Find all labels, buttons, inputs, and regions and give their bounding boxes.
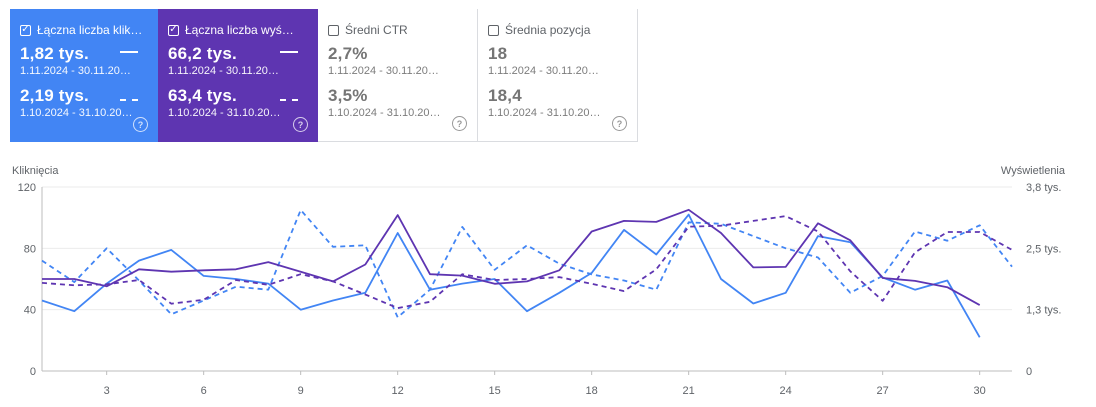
card-header: Średni CTR [328,23,477,37]
left-tick-label: 80 [24,243,36,255]
card-header: Średnia pozycja [488,23,637,37]
card-title: Średni CTR [345,23,408,37]
previous-value: 2,19 tys. [20,86,89,105]
x-tick-label: 6 [201,385,207,397]
help-icon[interactable]: ? [293,117,308,132]
clicks-current-period-line [41,213,981,338]
previous-value: 63,4 tys. [168,86,237,105]
x-tick-label: 9 [298,385,304,397]
help-icon[interactable]: ? [612,116,627,131]
dashed-line-legend-icon [280,99,298,101]
dashed-line-legend-icon [120,99,138,101]
current-range: 1.11.2024 - 30.11.20… [328,65,439,77]
metric-cards: ✓ Łączna liczba klik… 1,82 tys. 1.11.202… [10,9,638,142]
left-tick-label: 40 [24,305,36,317]
chart-ticks: 0 0 40 1,3 tys. 80 2,5 tys. 120 3,8 tys. 3 6 9 12 15… [18,182,1062,397]
clicks-previous-period-line [41,209,1013,319]
right-axis-title: Wyświetlenia [1001,165,1066,177]
solid-line-legend-icon [280,51,298,53]
previous-value: 3,5% [328,86,368,105]
current-value: 2,7% [328,44,368,63]
x-tick-label: 27 [877,385,889,397]
right-tick-label: 1,3 tys. [1026,305,1061,317]
card-title: Łączna liczba klik… [37,23,143,37]
x-tick-label: 15 [489,385,501,397]
previous-range: 1.10.2024 - 31.10.20… [20,107,133,119]
x-tick-label: 21 [683,385,695,397]
x-tick-label: 24 [780,385,792,397]
right-tick-label: 3,8 tys. [1026,182,1061,194]
left-tick-label: 0 [30,366,36,378]
metric-card-ctr[interactable]: Średni CTR 2,7% 1.11.2024 - 30.11.20… 3,… [318,9,478,142]
current-range: 1.11.2024 - 30.11.20… [488,65,599,77]
current-value: 18 [488,44,508,63]
x-tick-label: 18 [586,385,598,397]
left-tick-label: 120 [18,182,36,194]
chart-lines [41,208,1013,338]
metric-card-clicks[interactable]: ✓ Łączna liczba klik… 1,82 tys. 1.11.202… [10,9,158,142]
help-icon[interactable]: ? [452,116,467,131]
impressions-previous-period-line [41,215,1013,310]
x-tick-label: 30 [974,385,986,397]
current-value: 66,2 tys. [168,44,237,63]
card-title: Średnia pozycja [505,23,591,37]
card-title: Łączna liczba wyś… [185,23,294,37]
help-icon[interactable]: ? [133,117,148,132]
current-range: 1.11.2024 - 30.11.20… [20,65,131,77]
previous-range: 1.10.2024 - 31.10.20… [168,107,281,119]
right-tick-label: 2,5 tys. [1026,243,1061,255]
metric-card-position[interactable]: Średnia pozycja 18 1.11.2024 - 30.11.20…… [478,9,638,142]
x-tick-label: 3 [104,385,110,397]
previous-range: 1.10.2024 - 31.10.20… [488,107,601,119]
metric-card-impressions[interactable]: ✓ Łączna liczba wyś… 66,2 tys. 1.11.2024… [158,9,318,142]
impressions-current-period-line [42,208,981,306]
checkbox-checked-icon[interactable]: ✓ [20,24,31,36]
left-axis-title: Kliknięcia [12,165,59,177]
current-value: 1,82 tys. [20,44,89,63]
checkbox-checked-icon[interactable]: ✓ [168,24,179,36]
solid-line-legend-icon [120,51,138,53]
current-range: 1.11.2024 - 30.11.20… [168,65,279,77]
performance-chart[interactable]: Kliknięcia Wyświetlenia 0 0 40 1,3 tys. 80 2,… [0,150,1096,407]
checkbox-unchecked-icon[interactable] [488,24,499,36]
card-header: ✓ Łączna liczba wyś… [168,23,318,37]
previous-range: 1.10.2024 - 31.10.20… [328,107,441,119]
x-tick-label: 12 [392,385,404,397]
previous-value: 18,4 [488,86,522,105]
checkbox-unchecked-icon[interactable] [328,24,339,36]
card-header: ✓ Łączna liczba klik… [20,23,158,37]
right-tick-label: 0 [1026,366,1032,378]
